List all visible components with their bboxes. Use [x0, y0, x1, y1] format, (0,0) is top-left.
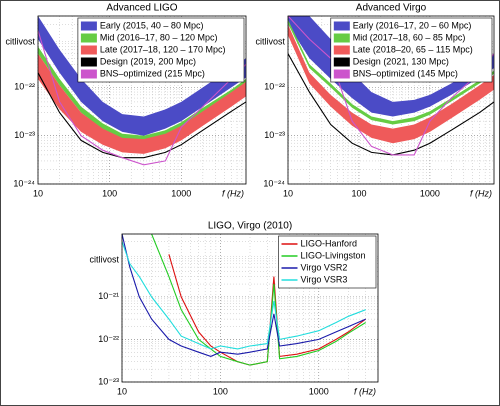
x-tick-label: 100 — [213, 386, 228, 396]
band — [288, 24, 494, 144]
line — [151, 234, 366, 366]
legend-label: Mid (2017–18, 60 – 85 Mpc) — [353, 32, 466, 42]
line — [38, 30, 246, 166]
plot-border — [287, 15, 495, 185]
x-axis-label: f (Hz) — [222, 188, 244, 198]
y-tick-label: 10⁻²³ — [264, 130, 285, 140]
legend-label: Late (2018–20, 65 – 115 Mpc) — [353, 44, 473, 54]
y-tick-label: 10⁻²⁴ — [13, 178, 35, 188]
line — [122, 234, 366, 357]
line — [38, 72, 246, 159]
band — [38, 16, 246, 136]
y-axis-label: citlivost — [255, 36, 285, 46]
y-tick-label: 10⁻²³ — [98, 376, 119, 386]
legend-label: Early (2015, 40 – 80 Mpc) — [100, 20, 204, 30]
y-axis-label: citlivost — [89, 254, 119, 264]
legend-label: Design (2021, 130 Mpc) — [353, 56, 449, 66]
legend-swatch — [80, 45, 97, 55]
x-tick-label: 10 — [117, 386, 127, 396]
legend-swatch — [333, 57, 350, 67]
legend-label: Late (2017–18, 120 – 170 Mpc) — [100, 44, 226, 54]
x-tick-label: 100 — [351, 188, 366, 198]
plot-border — [121, 233, 379, 383]
legend-swatch — [80, 21, 97, 31]
band — [38, 53, 246, 154]
legend-label: Early (2016–17, 20 – 60 Mpc) — [353, 20, 472, 30]
legend-box — [330, 17, 493, 83]
legend-box — [77, 17, 245, 83]
legend-label: BNS–optimized (145 Mpc) — [353, 68, 458, 78]
legend-swatch — [333, 33, 350, 43]
x-tick-label: 1000 — [171, 188, 191, 198]
x-tick-label: 10 — [33, 188, 43, 198]
legend-label: BNS–optimized (215 Mpc) — [100, 68, 205, 78]
legend-label: Design (2019, 200 Mpc) — [100, 56, 196, 66]
legend-swatch — [80, 69, 97, 79]
x-tick-label: 1000 — [309, 386, 329, 396]
legend-swatch — [80, 57, 97, 67]
line — [122, 241, 366, 350]
band — [288, 16, 494, 117]
legend-label: Mid (2016–17, 80 – 120 Mpc) — [100, 32, 218, 42]
legend-swatch — [333, 69, 350, 79]
chart-title: Advanced LIGO — [106, 3, 177, 14]
plot-border — [37, 15, 247, 185]
y-tick-label: 10⁻²² — [264, 82, 285, 92]
legend-label: LIGO-Livingston — [301, 250, 366, 260]
x-axis-label: f (Hz) — [354, 386, 376, 396]
line — [288, 16, 494, 156]
y-tick-label: 10⁻²¹ — [98, 291, 119, 301]
legend-label: Virgo VSR2 — [301, 262, 348, 272]
y-tick-label: 10⁻²⁴ — [263, 178, 285, 188]
y-axis-label: citlivost — [5, 36, 35, 46]
legend-swatch — [333, 45, 350, 55]
chart-title: LIGO, Virgo (2010) — [208, 221, 292, 232]
legend-swatch — [333, 21, 350, 31]
x-tick-label: 10 — [283, 188, 293, 198]
y-tick-label: 10⁻²³ — [14, 130, 35, 140]
legend-swatch — [80, 33, 97, 43]
x-tick-label: 100 — [102, 188, 117, 198]
y-tick-label: 10⁻²² — [98, 334, 119, 344]
legend-label: Virgo VSR3 — [301, 274, 348, 284]
chart-title: Advanced Virgo — [356, 3, 427, 14]
x-axis-label: f (Hz) — [470, 188, 492, 198]
x-tick-label: 1000 — [420, 188, 440, 198]
legend-label: LIGO-Hanford — [301, 238, 358, 248]
y-tick-label: 10⁻²² — [14, 82, 35, 92]
